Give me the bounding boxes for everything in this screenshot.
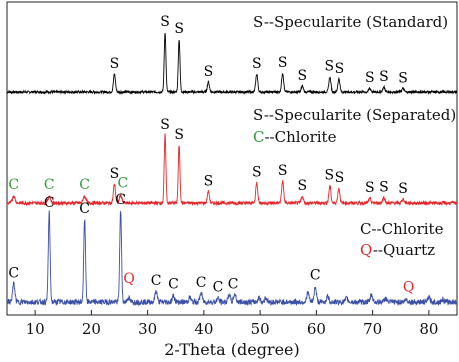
peak-label-standard-1: S bbox=[160, 14, 170, 30]
peak-label-standard-4: S bbox=[252, 56, 262, 72]
peak-label-standard-6: S bbox=[298, 68, 308, 84]
legend-standard: S--Specularite (Standard) bbox=[253, 13, 448, 31]
peak-label-separated-10: S bbox=[298, 178, 308, 194]
legend-separated-specularite: S--Specularite (Separated) bbox=[253, 106, 456, 124]
peak-label-separated-8: S bbox=[252, 165, 262, 181]
peak-label-separated-13: S bbox=[365, 180, 375, 196]
peak-label-chlorite-2: C bbox=[79, 201, 90, 217]
peak-label-separated-14: S bbox=[379, 180, 389, 196]
peak-label-standard-7: S bbox=[325, 58, 335, 74]
legend-quartz-letter: Q bbox=[360, 241, 373, 259]
peak-label-separated-12: S bbox=[335, 170, 345, 186]
traces-layer bbox=[6, 32, 458, 307]
peak-label-standard-11: S bbox=[398, 70, 408, 86]
peak-label-chlorite-9: C bbox=[228, 277, 239, 293]
x-axis-ticks: 10 20 30 40 50 60 70 80 bbox=[26, 310, 438, 338]
x-tick-label-4: 50 bbox=[251, 320, 270, 338]
peak-label-separated-7: S bbox=[204, 173, 214, 189]
peak-label-separated-1: C bbox=[44, 177, 55, 193]
x-tick-label-5: 60 bbox=[307, 320, 326, 338]
plot-frame bbox=[6, 1, 458, 316]
peak-label-chlorite-6: C bbox=[168, 277, 179, 293]
peak-label-standard-8: S bbox=[335, 61, 345, 77]
x-tick-label-2: 30 bbox=[138, 320, 157, 338]
peak-label-standard-9: S bbox=[365, 70, 375, 86]
peak-label-chlorite-3: C bbox=[115, 192, 126, 208]
peak-label-chlorite-5: C bbox=[151, 273, 162, 289]
peak-label-separated-5: S bbox=[160, 117, 170, 133]
legend-chlorite-letter: C bbox=[360, 220, 371, 238]
peak-label-chlorite-1: C bbox=[44, 195, 55, 211]
peak-label-separated-6: S bbox=[174, 127, 184, 143]
x-tick-label-1: 20 bbox=[82, 320, 101, 338]
peak-label-chlorite-11: Q bbox=[403, 279, 414, 295]
peak-label-standard-0: S bbox=[110, 56, 120, 72]
x-tick-label-3: 40 bbox=[194, 320, 213, 338]
peak-label-standard-2: S bbox=[174, 21, 184, 37]
peak-label-chlorite-10: C bbox=[310, 267, 321, 283]
x-tick-label-0: 10 bbox=[26, 320, 45, 338]
peak-label-separated-2: C bbox=[79, 177, 90, 193]
peak-label-separated-3: S bbox=[110, 166, 120, 182]
peak-label-separated-4: C bbox=[118, 175, 129, 191]
peak-label-standard-10: S bbox=[379, 69, 389, 85]
peak-label-chlorite-0: C bbox=[8, 266, 19, 282]
trace-separated bbox=[6, 133, 458, 207]
x-axis-title: 2-Theta (degree) bbox=[164, 340, 300, 359]
legend-quartz-text: --Quartz bbox=[373, 241, 435, 259]
x-tick-label-6: 70 bbox=[363, 320, 382, 338]
trace-chlorite bbox=[6, 210, 458, 307]
trace-standard bbox=[6, 32, 458, 95]
peak-label-chlorite-4: Q bbox=[123, 271, 134, 287]
peak-label-standard-5: S bbox=[278, 55, 288, 71]
legend-separated-chlorite-text: --Chlorite bbox=[264, 128, 336, 146]
peak-label-separated-15: S bbox=[398, 181, 408, 197]
peak-label-chlorite-8: C bbox=[213, 279, 224, 295]
peak-label-separated-0: C bbox=[8, 177, 19, 193]
peak-label-standard-3: S bbox=[204, 64, 214, 80]
x-tick-label-7: 80 bbox=[419, 320, 438, 338]
legend-chlorite-quartz: Q--Quartz bbox=[360, 241, 435, 259]
peak-label-separated-11: S bbox=[325, 167, 335, 183]
legend-separated-chlorite-letter: C bbox=[253, 128, 264, 146]
legend-chlorite-chlorite: C--Chlorite bbox=[360, 220, 444, 238]
legend-separated-chlorite: C--Chlorite bbox=[253, 128, 337, 146]
peak-label-chlorite-7: C bbox=[196, 275, 207, 291]
peak-label-separated-9: S bbox=[278, 163, 288, 179]
legend-chlorite-text: --Chlorite bbox=[371, 220, 443, 238]
